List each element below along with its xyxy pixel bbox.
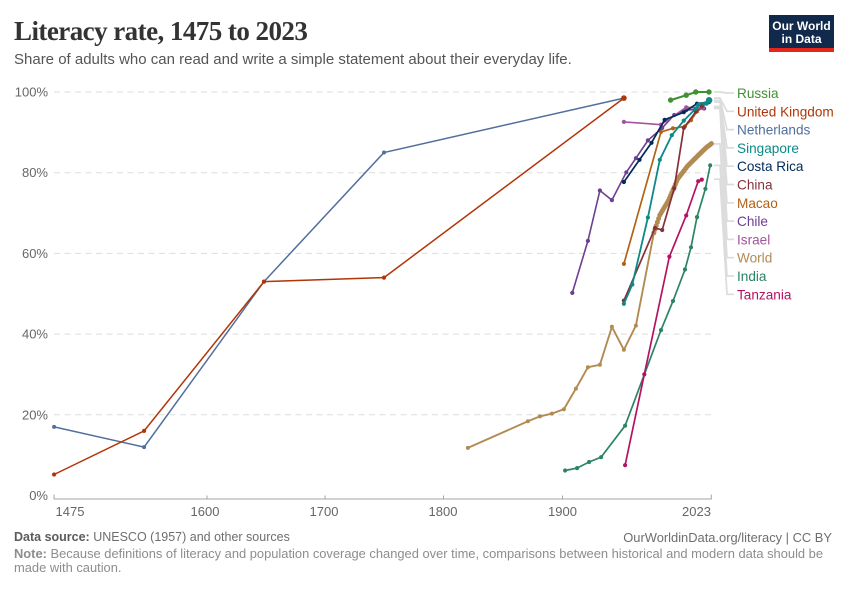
- svg-text:Chile: Chile: [737, 214, 768, 229]
- svg-text:1700: 1700: [310, 504, 339, 519]
- svg-text:60%: 60%: [22, 246, 48, 261]
- svg-text:20%: 20%: [22, 407, 48, 422]
- svg-text:1800: 1800: [429, 504, 458, 519]
- svg-text:Costa Rica: Costa Rica: [737, 159, 804, 174]
- svg-text:World: World: [737, 251, 772, 266]
- svg-text:Tanzania: Tanzania: [737, 287, 792, 302]
- svg-text:India: India: [737, 269, 767, 284]
- svg-text:Macao: Macao: [737, 196, 778, 211]
- svg-text:100%: 100%: [15, 85, 49, 100]
- svg-text:80%: 80%: [22, 165, 48, 180]
- svg-text:1900: 1900: [548, 504, 577, 519]
- svg-text:China: China: [737, 178, 773, 193]
- svg-text:Netherlands: Netherlands: [737, 123, 811, 138]
- svg-text:40%: 40%: [22, 327, 48, 342]
- svg-text:1600: 1600: [191, 504, 220, 519]
- svg-text:2023: 2023: [682, 504, 711, 519]
- svg-text:Israel: Israel: [737, 232, 770, 247]
- svg-text:1475: 1475: [56, 504, 85, 519]
- svg-text:Singapore: Singapore: [737, 141, 799, 156]
- svg-text:Russia: Russia: [737, 86, 779, 101]
- svg-text:United Kingdom: United Kingdom: [737, 104, 834, 119]
- svg-text:0%: 0%: [29, 488, 48, 503]
